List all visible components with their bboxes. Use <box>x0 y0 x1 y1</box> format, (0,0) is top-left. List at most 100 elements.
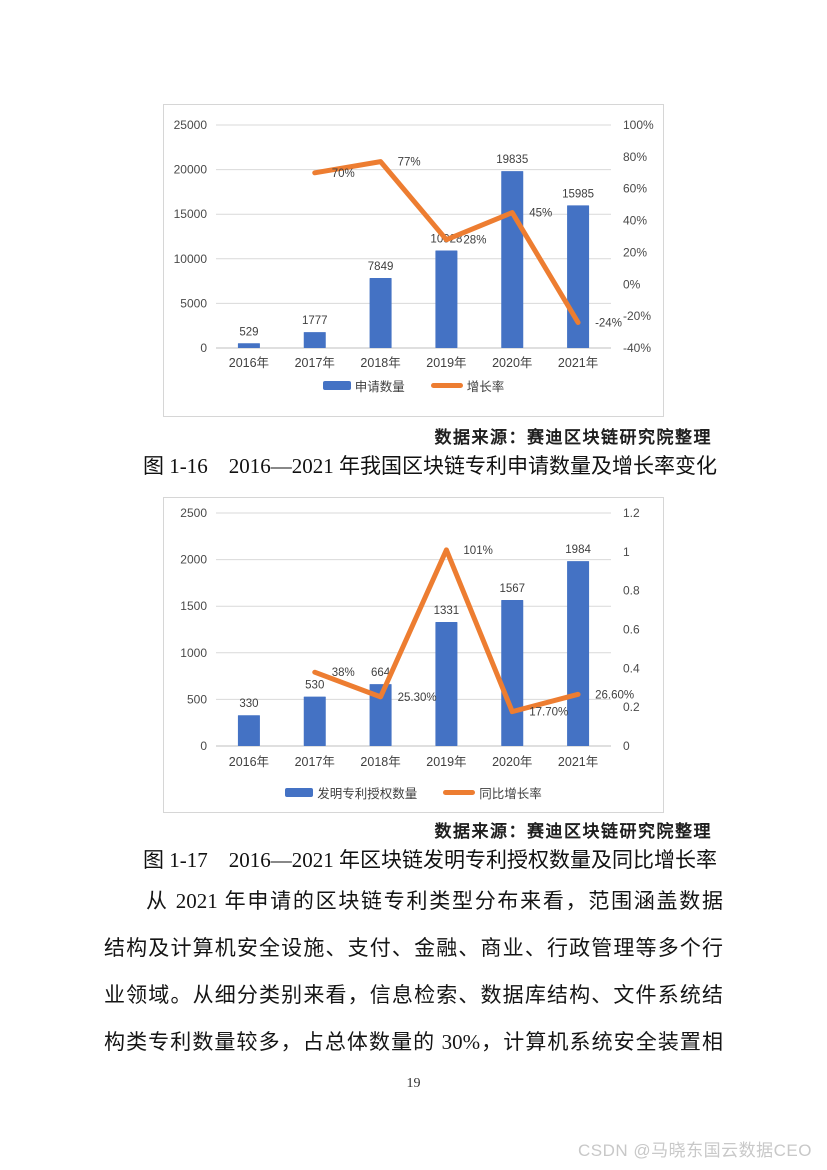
left-axis-tick-label: 1000 <box>180 646 207 660</box>
x-axis-label: 2019年 <box>426 356 466 370</box>
applications-chart-canvas: 0 5000 10000 15000 20000 25000 -40% -20% 0% 20% 40… <box>174 118 654 370</box>
line-point-label: 26.60% <box>595 689 634 701</box>
bar-value-label: 19835 <box>496 154 528 166</box>
legend-line-swatch <box>443 790 476 795</box>
left-axis-tick-label: 15000 <box>174 207 208 221</box>
legend-item: 同比增长率 <box>443 783 542 802</box>
source-note: 数据来源：赛迪区块链研究院整理 <box>434 428 712 447</box>
legend-bar-swatch <box>322 381 351 390</box>
left-axis-tick-label: 0 <box>200 341 207 355</box>
line-point-label: 25.30% <box>398 692 437 704</box>
right-axis-tick-label: 0.2 <box>623 700 640 714</box>
line-point-label: 70% <box>332 168 355 180</box>
legend-label: 申请数量 <box>354 380 405 394</box>
right-axis-tick-label: -20% <box>623 309 651 323</box>
right-axis-tick-label: 40% <box>623 214 647 228</box>
line-point-label: 77% <box>398 157 421 169</box>
left-axis-tick-label: 500 <box>187 692 207 706</box>
bar-value-label: 529 <box>239 326 258 338</box>
x-axis-label: 2019年 <box>426 755 466 769</box>
bar <box>237 715 260 746</box>
x-axis-label: 2020年 <box>492 356 532 370</box>
bar-value-label: 530 <box>305 680 324 692</box>
left-axis-tick-label: 2500 <box>180 506 207 520</box>
legend-label: 增长率 <box>466 380 505 394</box>
right-axis-tick-label: 0 <box>623 739 630 753</box>
x-axis-label: 2017年 <box>295 755 335 769</box>
bar-value-label: 1331 <box>434 605 460 617</box>
legend-bar-swatch <box>285 788 314 797</box>
source-note: 数据来源：赛迪区块链研究院整理 <box>434 822 712 841</box>
chart-legend: 发明专利授权数量 同比增长率 <box>164 783 663 802</box>
line-point-label: 28% <box>463 235 486 247</box>
left-axis-tick-label: 10000 <box>174 252 208 266</box>
right-axis-tick-label: 0.6 <box>623 623 640 637</box>
legend-item: 发明专利授权数量 <box>285 783 417 802</box>
right-axis-tick-label: 0% <box>623 277 641 291</box>
line-point-label: 38% <box>332 667 355 679</box>
growth-line-series <box>312 547 581 715</box>
chart-figure-applications: 0 5000 10000 15000 20000 25000 -40% -20% 0% 20% 40… <box>163 104 664 417</box>
figure-caption: 图 1-16 2016—2021 年我国区块链专利申请数量及增长率变化 <box>143 454 717 478</box>
x-axis-label: 2021年 <box>558 755 598 769</box>
x-axis-label: 2020年 <box>492 755 532 769</box>
legend-item: 增长率 <box>430 376 505 395</box>
line-point-label: -24% <box>595 318 622 330</box>
left-axis-tick-label: 0 <box>200 739 207 753</box>
bar <box>567 205 590 348</box>
bar <box>435 621 458 746</box>
bar-value-label: 7849 <box>368 261 394 273</box>
grants-chart-canvas: 0 500 1000 1500 2000 2500 0 0.2 0.4 0.6 0.8 1 1.2 201… <box>180 506 640 769</box>
left-axis-tick-label: 20000 <box>174 163 208 177</box>
right-axis-tick-label: 1.2 <box>623 506 640 520</box>
figure-caption: 图 1-17 2016—2021 年区块链发明专利授权数量及同比增长率 <box>143 848 717 872</box>
left-axis-tick-label: 2000 <box>180 553 207 567</box>
legend-label: 同比增长率 <box>479 787 542 801</box>
left-axis-tick-label: 5000 <box>180 296 207 310</box>
right-axis-tick-label: 80% <box>623 150 647 164</box>
right-axis-tick-label: -40% <box>623 341 651 355</box>
bar <box>435 250 458 348</box>
bar-value-label: 1777 <box>302 315 328 327</box>
bar-value-label: 1567 <box>499 583 525 595</box>
bar <box>237 343 260 348</box>
line-point-label: 101% <box>463 545 492 557</box>
legend-item: 申请数量 <box>322 376 405 395</box>
bar <box>369 684 392 746</box>
bar <box>303 332 326 348</box>
chart-legend: 申请数量 增长率 <box>164 376 663 395</box>
bar <box>303 696 326 746</box>
x-axis-label: 2018年 <box>360 755 400 769</box>
bar <box>369 277 392 348</box>
left-axis-tick-label: 25000 <box>174 118 208 132</box>
right-axis-tick-label: 100% <box>623 118 654 132</box>
x-axis-label: 2016年 <box>229 356 269 370</box>
bar-value-label: 15985 <box>562 188 594 200</box>
bar <box>501 171 524 348</box>
x-axis-label: 2016年 <box>229 755 269 769</box>
right-axis-tick-label: 1 <box>623 545 630 559</box>
right-axis-tick-label: 0.4 <box>623 661 640 675</box>
body-paragraph: 从 2021 年申请的区块链专利类型分布来看，范围涵盖数据 结构及计算机安全设施… <box>104 889 723 1054</box>
bar-value-label: 330 <box>239 698 258 710</box>
bar <box>567 561 590 746</box>
x-axis-label: 2021年 <box>558 356 598 370</box>
chart-figure-grants: 0 500 1000 1500 2000 2500 0 0.2 0.4 0.6 0.8 1 1.2 201… <box>163 497 664 813</box>
x-axis-label: 2018年 <box>360 356 400 370</box>
left-axis-tick-label: 1500 <box>180 599 207 613</box>
growth-line-series <box>312 159 581 326</box>
legend-line-swatch <box>430 383 463 388</box>
bar <box>501 599 524 746</box>
bar-value-label: 1984 <box>565 544 591 556</box>
x-axis-label: 2017年 <box>295 356 335 370</box>
watermark: CSDN @马晓东国云数据CEO <box>578 1141 812 1160</box>
bar-value-label: 664 <box>371 667 391 679</box>
line-point-label: 17.70% <box>529 707 568 719</box>
right-axis-tick-label: 20% <box>623 245 647 259</box>
right-axis-tick-label: 60% <box>623 182 647 196</box>
line-point-label: 45% <box>529 208 552 220</box>
right-axis-tick-label: 0.8 <box>623 584 640 598</box>
page-number: 19 <box>406 1076 421 1091</box>
legend-label: 发明专利授权数量 <box>317 787 418 801</box>
